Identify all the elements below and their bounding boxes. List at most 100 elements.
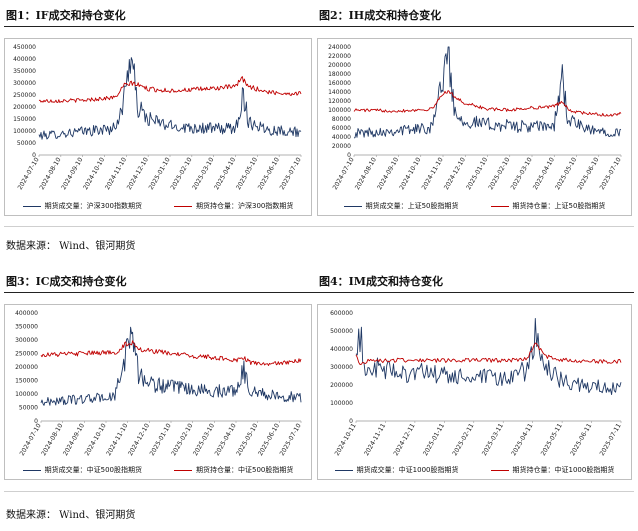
legend-item-oi: 期货持仓量：中证1000股指期货 bbox=[490, 465, 615, 475]
legend-swatch-oi bbox=[490, 469, 509, 471]
x-tick-label: 2025-07-11 bbox=[599, 422, 623, 457]
chart-4-plot: 0 100000 200000 300000 400000 500000 600000 202… bbox=[330, 310, 623, 457]
y-tick-label: 50000 bbox=[19, 405, 38, 412]
legend-swatch-volume bbox=[22, 205, 41, 207]
legend-label: 期货成交量：沪深300指数期货 bbox=[44, 202, 142, 210]
y-tick-label: 450000 bbox=[13, 44, 36, 51]
legend-swatch-volume bbox=[334, 469, 353, 471]
y-tick-label: 350000 bbox=[15, 324, 38, 331]
legend-label: 期货持仓量：中证1000股指期货 bbox=[512, 466, 615, 474]
y-tick-label: 400000 bbox=[330, 346, 353, 353]
y-tick-label: 400000 bbox=[13, 56, 36, 63]
x-tick-label: 2024-09-10 bbox=[62, 422, 86, 457]
x-tick-label: 2025-05-10 bbox=[554, 156, 578, 191]
x-tick-label: 2025-05-10 bbox=[235, 422, 259, 457]
y-tick-label: 400000 bbox=[15, 310, 38, 317]
series-line-open-interest bbox=[38, 76, 302, 103]
x-tick-label: 2025-07-10 bbox=[279, 156, 303, 191]
y-tick-label: 40000 bbox=[332, 134, 351, 141]
legend-swatch-volume bbox=[22, 469, 41, 471]
series-line-volume bbox=[38, 57, 302, 140]
x-tick-label: 2024-11-10 bbox=[421, 156, 445, 191]
chart-4-panel: 0 100000 200000 300000 400000 500000 600000 202… bbox=[317, 304, 632, 480]
y-tick-label: 100000 bbox=[328, 107, 351, 114]
y-tick-label: 500000 bbox=[330, 328, 353, 335]
y-tick-label: 180000 bbox=[328, 71, 351, 78]
y-tick-label: 100000 bbox=[15, 391, 38, 398]
series-line-volume bbox=[355, 318, 622, 396]
data-source-note: 数据来源： Wind、银河期货 bbox=[6, 241, 136, 252]
x-tick-label: 2025-06-11 bbox=[569, 422, 593, 457]
y-tick-label: 200000 bbox=[13, 104, 36, 111]
series-line-open-interest bbox=[40, 340, 302, 366]
series-line-open-interest bbox=[353, 90, 622, 117]
x-tick-label: 2025-05-10 bbox=[235, 156, 259, 191]
legend-item-volume: 期货成交量：沪深300指数期货 bbox=[22, 201, 142, 211]
y-tick-label: 250000 bbox=[13, 92, 36, 99]
divider bbox=[4, 292, 634, 293]
x-tick-label: 2025-03-11 bbox=[481, 422, 505, 457]
x-tick-label: 2024-09-10 bbox=[60, 156, 84, 191]
legend-item-oi: 期货持仓量：沪深300指数期货 bbox=[174, 201, 293, 211]
x-tick-label: 2024-08-10 bbox=[40, 422, 64, 457]
chart-1-panel: 0 50000 100000 150000 200000 250000 300000 3500… bbox=[4, 38, 312, 216]
x-tick-label: 2024-10-11 bbox=[334, 422, 358, 457]
x-tick-label: 2024-08-10 bbox=[39, 156, 63, 191]
y-tick-label: 20000 bbox=[332, 143, 351, 150]
x-tick-label: 2025-06-10 bbox=[257, 422, 281, 457]
x-tick-label: 2024-07-10 bbox=[332, 156, 356, 191]
chart-2-title: 图2：IH成交和持仓变化 bbox=[319, 9, 442, 22]
x-tick-label: 2025-06-10 bbox=[257, 156, 281, 191]
x-tick-label: 2025-01-10 bbox=[148, 156, 172, 191]
x-tick-label: 2025-02-11 bbox=[451, 422, 475, 457]
chart-3-plot: 0 50000 100000 150000 200000 250000 300000 3500… bbox=[15, 310, 303, 457]
legend-item-oi: 期货持仓量：上证50股指期货 bbox=[490, 201, 606, 211]
y-tick-label: 300000 bbox=[15, 337, 38, 344]
legend-item-volume: 期货成交量：上证50股指期货 bbox=[343, 201, 459, 211]
x-tick-label: 2024-07-10 bbox=[19, 422, 43, 457]
chart-4-title: 图4：IM成交和持仓变化 bbox=[319, 275, 443, 288]
x-tick-label: 2024-10-10 bbox=[82, 156, 106, 191]
y-tick-label: 0 bbox=[34, 418, 38, 425]
y-tick-label: 240000 bbox=[328, 44, 351, 51]
x-tick-label: 2025-04-10 bbox=[214, 422, 238, 457]
x-tick-label: 2024-10-10 bbox=[84, 422, 108, 457]
y-tick-label: 60000 bbox=[332, 125, 351, 132]
chart-2-panel: 0 20000 40000 60000 80000 100000 120000 140000 1… bbox=[317, 38, 632, 216]
x-tick-label: 2025-01-10 bbox=[465, 156, 489, 191]
y-tick-label: 160000 bbox=[328, 80, 351, 87]
legend-item-oi: 期货持仓量：中证500股指期货 bbox=[174, 465, 293, 475]
x-tick-label: 2025-03-10 bbox=[192, 422, 216, 457]
divider bbox=[4, 226, 634, 227]
x-tick-label: 2024-12-11 bbox=[393, 422, 417, 457]
y-tick-label: 80000 bbox=[332, 116, 351, 123]
x-tick-label: 2024-09-10 bbox=[376, 156, 400, 191]
legend-swatch-oi bbox=[174, 205, 192, 207]
series-line-open-interest bbox=[355, 342, 622, 365]
x-tick-label: 2024-11-11 bbox=[363, 422, 387, 457]
legend-item-volume: 期货成交量：中证500股指期货 bbox=[22, 465, 142, 475]
x-tick-label: 2025-01-11 bbox=[422, 422, 446, 457]
y-tick-label: 50000 bbox=[17, 140, 36, 147]
x-tick-label: 2024-07-10 bbox=[17, 156, 41, 191]
x-tick-label: 2025-02-10 bbox=[487, 156, 511, 191]
x-tick-label: 2024-12-10 bbox=[443, 156, 467, 191]
y-tick-label: 350000 bbox=[13, 68, 36, 75]
legend-label: 期货成交量：上证50股指期货 bbox=[365, 202, 459, 210]
legend-label: 期货持仓量：沪深300指数期货 bbox=[196, 202, 294, 210]
x-tick-label: 2024-08-10 bbox=[354, 156, 378, 191]
x-tick-label: 2025-03-10 bbox=[510, 156, 534, 191]
y-tick-label: 140000 bbox=[328, 89, 351, 96]
x-tick-label: 2024-11-10 bbox=[104, 156, 128, 191]
legend-swatch-oi bbox=[174, 469, 192, 471]
y-tick-label: 150000 bbox=[13, 116, 36, 123]
x-tick-label: 2025-04-10 bbox=[213, 156, 237, 191]
y-tick-label: 120000 bbox=[328, 98, 351, 105]
x-tick-label: 2025-02-10 bbox=[170, 422, 194, 457]
chart-1-title: 图1：IF成交和持仓变化 bbox=[6, 9, 126, 22]
legend-label: 期货持仓量：上证50股指期货 bbox=[512, 202, 606, 210]
legend-label: 期货成交量：中证1000股指期货 bbox=[356, 466, 459, 474]
x-tick-label: 2025-05-11 bbox=[540, 422, 564, 457]
y-tick-label: 300000 bbox=[13, 80, 36, 87]
chart-1-plot: 0 50000 100000 150000 200000 250000 300000 3500… bbox=[13, 44, 303, 191]
